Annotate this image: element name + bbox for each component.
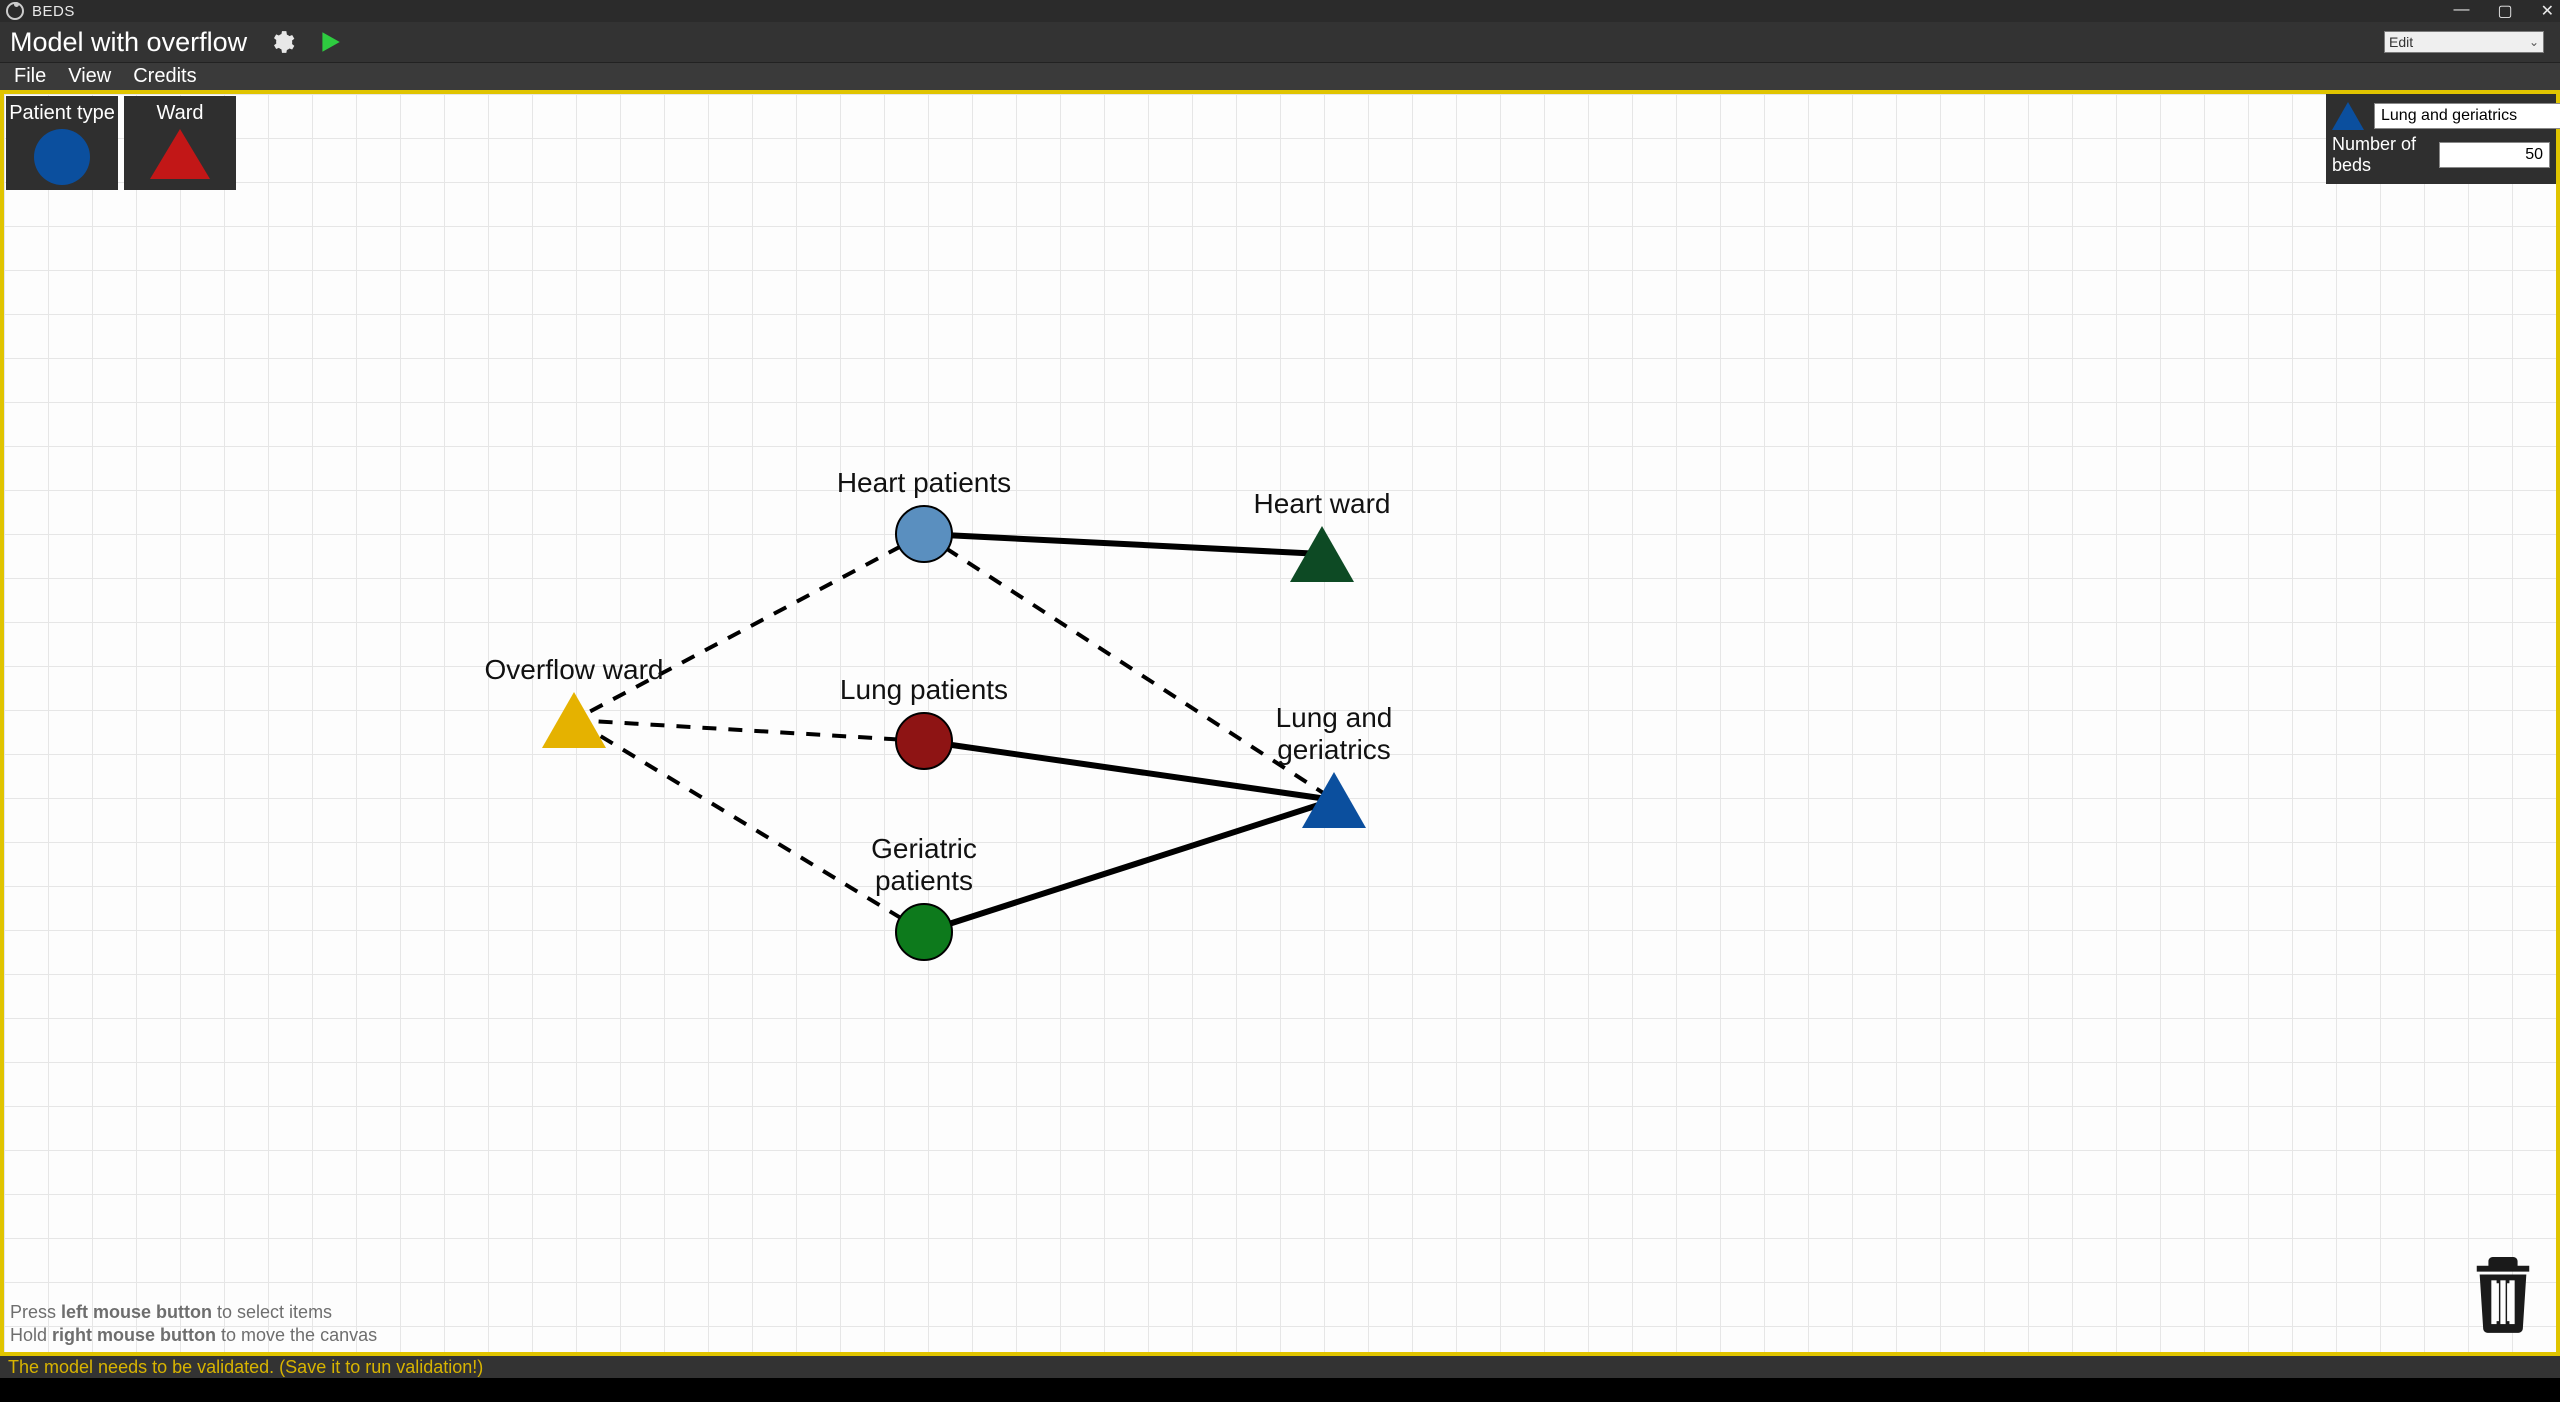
minimize-button[interactable]: — (2453, 1, 2469, 21)
palette-patient-type-label: Patient type (9, 102, 115, 125)
node-label: Lung and geriatrics (1224, 702, 1444, 766)
palette: Patient type Ward (4, 94, 238, 192)
os-app-name: BEDS (32, 3, 75, 20)
triangle-icon (542, 692, 606, 748)
inspector-beds-input[interactable] (2439, 142, 2550, 168)
mode-selector[interactable]: Edit ⌄ (2384, 31, 2544, 53)
hint1-post: to select items (212, 1302, 332, 1322)
inspector-beds-label: Number of beds (2332, 134, 2429, 176)
hint2-bold: right mouse button (52, 1325, 216, 1345)
node-heart_patients[interactable]: Heart patients (814, 467, 1034, 563)
inspector-name-input[interactable] (2374, 103, 2560, 129)
triangle-icon (1290, 526, 1354, 582)
hint1-pre: Press (10, 1302, 61, 1322)
status-message: The model needs to be validated. (Save i… (8, 1357, 483, 1378)
circle-icon (895, 505, 953, 563)
node-label: Heart ward (1212, 488, 1432, 520)
maximize-button[interactable]: ▢ (2497, 1, 2512, 21)
gear-icon[interactable] (269, 29, 295, 55)
canvas[interactable]: Heart patients Lung patients Geriatric pat… (0, 90, 2560, 1356)
close-button[interactable]: ✕ (2541, 1, 2554, 21)
app-toolbar: Model with overflow Edit ⌄ (0, 22, 2560, 62)
node-overflow_ward[interactable]: Overflow ward (464, 654, 684, 748)
hint2-post: to move the canvas (216, 1325, 377, 1345)
menu-file[interactable]: File (14, 65, 46, 88)
inspector-panel: Number of beds (2326, 94, 2556, 184)
play-icon[interactable] (317, 29, 343, 55)
os-titlebar: BEDS — ▢ ✕ (0, 0, 2560, 22)
window-controls: — ▢ ✕ (2453, 1, 2554, 21)
circle-icon (34, 129, 90, 185)
hint1-bold: left mouse button (61, 1302, 212, 1322)
menu-credits[interactable]: Credits (133, 65, 196, 88)
statusbar: The model needs to be validated. (Save i… (0, 1356, 2560, 1378)
node-label: Lung patients (814, 674, 1034, 706)
palette-ward-label: Ward (156, 102, 203, 125)
triangle-icon (1302, 772, 1366, 828)
node-label: Overflow ward (464, 654, 684, 686)
chevron-down-icon: ⌄ (2529, 35, 2539, 49)
node-lung_geriatrics_ward[interactable]: Lung and geriatrics (1224, 702, 1444, 828)
menu-view[interactable]: View (68, 65, 111, 88)
node-label: Geriatric patients (814, 833, 1034, 897)
inspector-shape-icon (2332, 102, 2364, 130)
mode-selector-value: Edit (2389, 34, 2413, 50)
node-label: Heart patients (814, 467, 1034, 499)
menubar: File View Credits (0, 62, 2560, 90)
ubuntu-icon (6, 2, 24, 20)
palette-patient-type[interactable]: Patient type (6, 96, 118, 190)
circle-icon (895, 903, 953, 961)
triangle-icon (150, 129, 210, 179)
bottom-spacer (0, 1378, 2560, 1402)
node-geriatric_patients[interactable]: Geriatric patients (814, 833, 1034, 961)
trash-icon[interactable] (2468, 1249, 2538, 1340)
model-title: Model with overflow (10, 27, 247, 58)
hint2-pre: Hold (10, 1325, 52, 1345)
canvas-hints: Press left mouse button to select items … (10, 1301, 377, 1346)
circle-icon (895, 712, 953, 770)
node-heart_ward[interactable]: Heart ward (1212, 488, 1432, 582)
node-lung_patients[interactable]: Lung patients (814, 674, 1034, 770)
palette-ward[interactable]: Ward (124, 96, 236, 190)
